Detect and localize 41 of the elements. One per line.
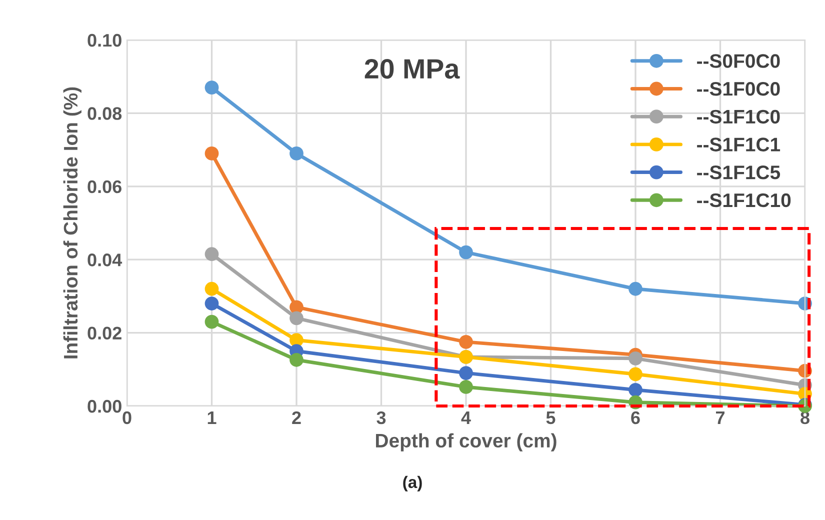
legend-label: --S1F0C0 <box>697 82 780 96</box>
point <box>459 366 473 380</box>
x-tick-label: 1 <box>208 412 216 424</box>
x-tick-label: 2 <box>292 411 301 424</box>
legend-label: --S1F1C1 <box>697 138 780 152</box>
legend-label: --S1F1C0 <box>697 110 780 124</box>
point <box>290 146 304 160</box>
point <box>204 282 219 296</box>
point <box>628 282 642 296</box>
x-tick-label: 3 <box>376 411 386 424</box>
text: 20 MPa <box>364 59 460 79</box>
point <box>459 335 473 349</box>
point <box>459 245 473 260</box>
point <box>290 352 304 367</box>
point <box>628 367 642 382</box>
x-axis-title: Depth of cover (cm) <box>376 433 556 452</box>
text: (a) <box>403 476 422 492</box>
y-tick-label: 0.06 <box>88 180 122 194</box>
x-tick-label: 6 <box>631 411 640 424</box>
point <box>204 146 219 160</box>
legend-label: --S1F1C10 <box>697 193 791 208</box>
y-axis-title: Infiltration of Chloride Ion (%) <box>63 87 82 358</box>
point <box>204 296 219 310</box>
point <box>204 80 219 95</box>
y-tick-label: 0.10 <box>88 34 122 47</box>
x-tick-label: 4 <box>461 412 471 424</box>
x-tick-label: 5 <box>546 412 556 424</box>
point <box>290 311 304 326</box>
x-tick-label: 7 <box>716 412 724 424</box>
point <box>204 314 219 329</box>
y-tick-label: 0.04 <box>88 254 122 266</box>
y-tick-label: 0.08 <box>88 107 122 120</box>
point <box>204 247 219 262</box>
legend-label: --S1F1C5 <box>697 166 780 180</box>
point <box>459 380 473 394</box>
legend-label: --S0F0C0 <box>697 54 780 68</box>
x-tick-label: 0 <box>122 411 132 424</box>
point <box>628 351 642 366</box>
y-tick-label: 0.02 <box>88 326 122 340</box>
point <box>628 382 642 397</box>
y-tick-label: 0.00 <box>88 400 122 413</box>
